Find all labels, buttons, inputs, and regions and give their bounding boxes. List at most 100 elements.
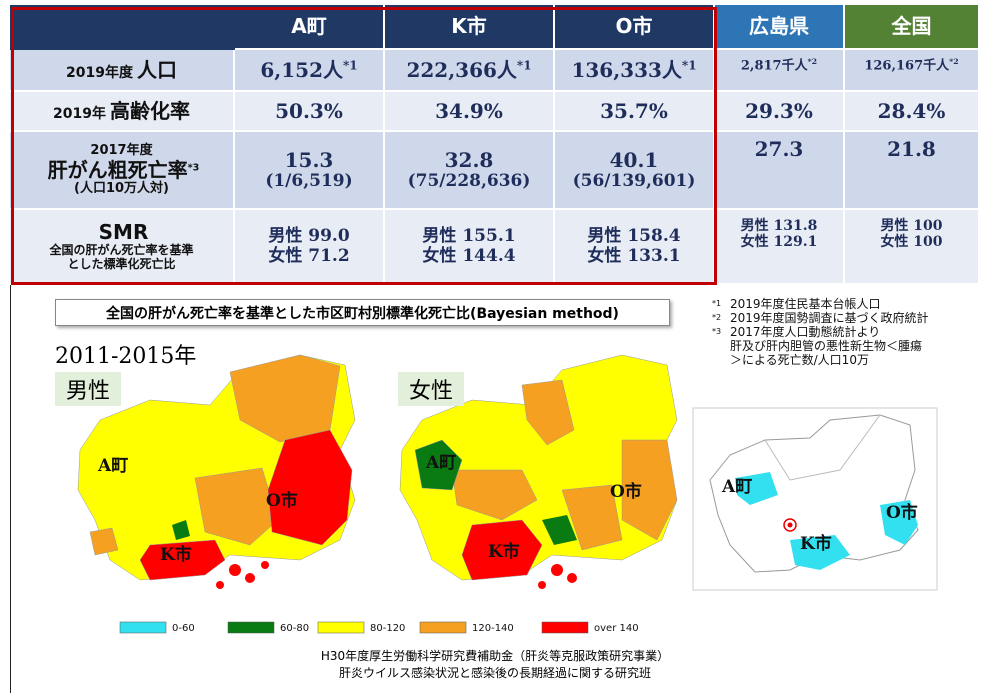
- male-label: 男性: [55, 372, 121, 406]
- legend: 0-60 60-80 80-120 120-140 over 140: [119, 621, 639, 634]
- footnote-line: 肝及び肝内胆管の悪性新生物＜腫瘍: [730, 339, 923, 353]
- cell-text: 29.3%: [745, 99, 813, 123]
- table-cell: 40.1 (56/139,601): [555, 132, 715, 210]
- row-label: SMR 全国の肝がん死亡率を基準 とした標準化死亡比: [10, 210, 235, 285]
- cell-line: 男性 131.8: [740, 218, 818, 234]
- map-place-label: K市: [488, 541, 520, 562]
- label-big: SMR: [98, 220, 149, 245]
- inset-map: [692, 407, 938, 591]
- cell-text: 2,817千人: [740, 58, 808, 74]
- cell-line: (75/228,636): [407, 170, 531, 191]
- table-cell: 男性 100 女性 100: [845, 210, 980, 285]
- map-title: 全国の肝がん死亡率を基準とした市区町村別標準化死亡比(Bayesian meth…: [55, 299, 670, 326]
- legend-swatch: [227, 621, 275, 634]
- male-map: [77, 354, 356, 589]
- cell-line: 男性 155.1: [422, 225, 516, 246]
- cell-line: 27.3: [754, 137, 804, 161]
- cell-text: 28.4%: [877, 99, 946, 123]
- table-cell: 34.9%: [385, 92, 555, 132]
- label-main: SMR: [95, 221, 149, 244]
- header-text: K市: [451, 14, 487, 38]
- footnote-body: 2019年度国勢調査に基づく政府統計: [730, 311, 929, 325]
- cell-value: 28.4%: [878, 100, 946, 123]
- table-cell: 男性 155.1 女性 144.4: [385, 210, 555, 285]
- cell-line: 女性 129.1: [740, 234, 818, 251]
- label-big: 肝がん粗死亡率: [47, 157, 188, 182]
- map-place-label: O市: [610, 481, 642, 502]
- cell-line: 40.1: [609, 147, 659, 172]
- map-period: 2011-2015年: [55, 344, 197, 369]
- row-label: 2019年 高齢化率: [10, 92, 235, 132]
- table-cell: 27.3: [715, 132, 845, 210]
- map-place-label: K市: [160, 544, 192, 565]
- footnote-line: ＞による死亡数/人口10万: [730, 353, 869, 367]
- cell-line: (1/6,519): [265, 170, 353, 191]
- cell-line: 男性 99.0: [268, 225, 350, 246]
- row-label: 2017年度 肝がん粗死亡率*3 (人口10万人対): [10, 132, 235, 210]
- source-line: 肝炎ウイルス感染状況と感染後の長期経過に関する研究班: [338, 666, 651, 680]
- legend-swatch: [541, 621, 589, 634]
- cell-text: 34.9%: [435, 98, 503, 123]
- cell-sup: *1: [681, 57, 697, 72]
- cell-line: 男性 158.4: [587, 225, 681, 246]
- cell-line: 男性 100: [880, 218, 943, 234]
- header-text: 全国: [891, 14, 932, 38]
- cell-line: 女性 100: [880, 234, 943, 251]
- cell-value: 222,366人*1: [406, 57, 531, 82]
- cell-text: 126,167千人: [864, 58, 950, 74]
- map-place-label: A町: [97, 456, 128, 476]
- table-cell: 136,333人*1: [555, 50, 715, 92]
- label-sup: *3: [187, 162, 200, 174]
- cell-line: 女性 71.2: [268, 245, 350, 266]
- legend-label: over 140: [594, 623, 639, 634]
- header-cell: [10, 5, 237, 50]
- cell-line: 15.3: [284, 147, 334, 172]
- map-place-label: K市: [800, 533, 832, 554]
- cell-line: 21.8: [887, 137, 936, 161]
- header-text: A町: [291, 14, 327, 38]
- label-prefix: 2019年: [53, 105, 106, 122]
- female-map: [399, 354, 678, 589]
- label-line: とした標準化死亡比: [67, 257, 176, 271]
- legend-label: 60-80: [280, 623, 309, 634]
- table-cell: 50.3%: [235, 92, 385, 132]
- cell-value: 136,333人*1: [571, 57, 697, 82]
- footnote: *2 2019年度国勢調査に基づく政府統計: [712, 311, 980, 325]
- table-cell: 35.7%: [555, 92, 715, 132]
- footnote-line: 2017年度人口動態統計より: [730, 325, 881, 339]
- cell-value: 126,167千人*2: [864, 57, 958, 74]
- cell-value: 35.7%: [600, 98, 668, 123]
- table-cell: 29.3%: [715, 92, 845, 132]
- label-line: 全国の肝がん死亡率を基準: [49, 243, 194, 258]
- map-place-label: O市: [266, 490, 298, 511]
- cell-text: 222,366人: [406, 57, 517, 82]
- cell-value: 6,152人*1: [260, 57, 358, 82]
- table-cell: 126,167千人*2: [845, 50, 980, 92]
- footnote: *3 2017年度人口動態統計より 肝及び肝内胆管の悪性新生物＜腫瘍 ＞による死亡数/…: [712, 325, 980, 367]
- cell-line: 女性 133.1: [587, 245, 681, 266]
- cell-line: (56/139,601): [572, 170, 696, 191]
- slide-frame: [10, 285, 982, 693]
- cell-text: 6,152人: [260, 57, 343, 82]
- cell-text: 50.3%: [275, 98, 343, 123]
- footnote-mark: *3: [712, 327, 722, 336]
- cell-value: 29.3%: [745, 100, 813, 123]
- table-cell: 15.3 (1/6,519): [235, 132, 385, 210]
- table-cell: 32.8 (75/228,636): [385, 132, 555, 210]
- cell-sup: *1: [343, 57, 358, 72]
- table-cell: 2,817千人*2: [715, 50, 845, 92]
- header-cell: 全国: [845, 5, 980, 50]
- map-place-label: A町: [721, 477, 752, 497]
- map-place-label: A町: [425, 453, 456, 473]
- legend-label: 120-140: [472, 623, 514, 634]
- cell-value: 2,817千人*2: [740, 57, 817, 74]
- footnote-line: 2019年度住民基本台帳人口: [730, 297, 881, 311]
- cell-text: 35.7%: [600, 98, 668, 123]
- cell-line: 女性 144.4: [422, 245, 516, 266]
- cell-line: 32.8: [444, 147, 494, 172]
- header-cell: 広島県: [715, 5, 845, 50]
- legend-swatch: [419, 621, 467, 634]
- label-heading: 2017年度: [90, 142, 153, 158]
- footnote-body: 2019年度住民基本台帳人口: [730, 297, 881, 311]
- label-big: 高齢化率: [109, 98, 190, 123]
